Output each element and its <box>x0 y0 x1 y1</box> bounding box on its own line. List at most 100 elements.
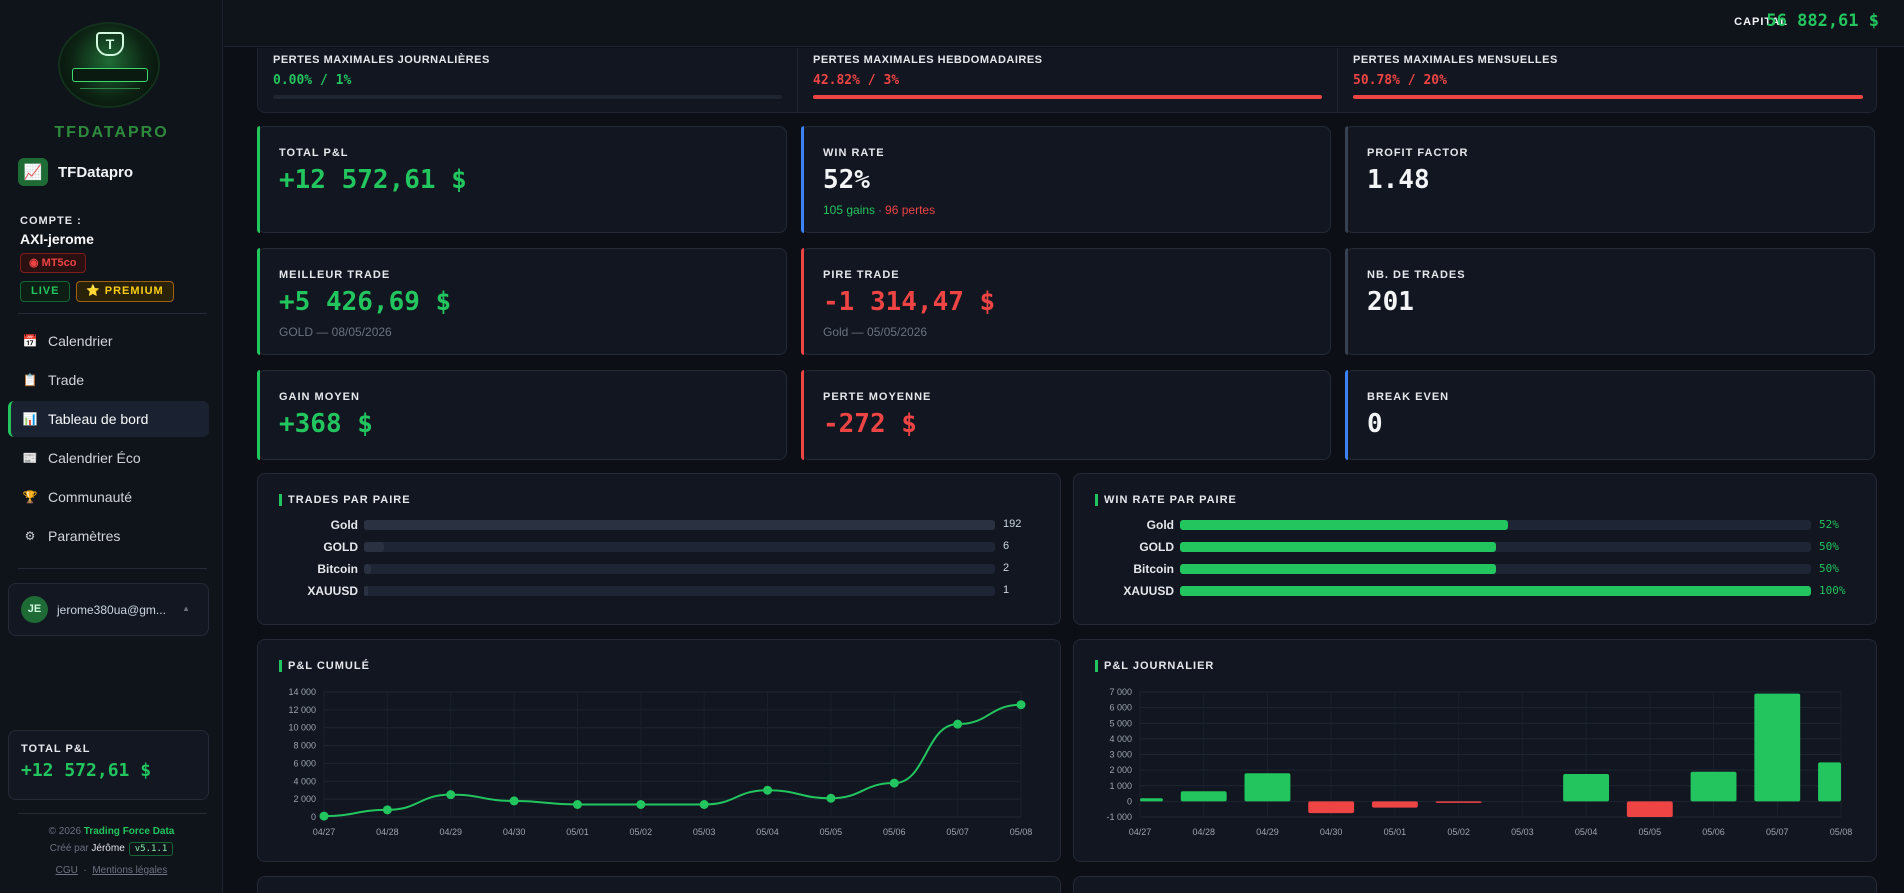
card-accent <box>801 126 804 233</box>
y-tick-label: -1 000 <box>1106 812 1132 822</box>
link-separator: · <box>83 865 87 876</box>
stat-card-7: GAIN MOYEN +368 $ <box>257 370 787 460</box>
pair-bar-fill <box>364 542 384 552</box>
data-point[interactable] <box>509 796 519 806</box>
pair-value: 50% <box>1819 540 1839 553</box>
divider <box>18 568 207 569</box>
data-point[interactable] <box>763 785 773 795</box>
sidebar-item-2[interactable]: 📋 Trade <box>8 362 209 398</box>
pair-bar-fill <box>1180 564 1496 574</box>
x-tick-label: 05/01 <box>1384 827 1407 837</box>
newspaper-icon: 📰 <box>22 451 38 465</box>
pair-value: 52% <box>1819 518 1839 531</box>
sidebar-item-5[interactable]: 🏆 Communauté <box>8 479 209 515</box>
pair-row: Bitcoin 50% <box>1074 562 1878 576</box>
daily-bar[interactable] <box>1626 801 1673 817</box>
logo-banner <box>72 68 148 82</box>
stat-label: PIRE TRADE <box>823 269 900 281</box>
cgu-link[interactable]: CGU <box>55 865 78 876</box>
daily-bar[interactable] <box>1818 762 1841 802</box>
winrate-losses: 96 pertes <box>885 203 936 217</box>
stat-card-4: MEILLEUR TRADE +5 426,69 $ GOLD — 08/05/20… <box>257 248 787 355</box>
x-tick-label: 05/06 <box>1702 827 1725 837</box>
pair-row: Gold 192 <box>258 518 1062 532</box>
daily-bar[interactable] <box>1690 771 1737 802</box>
y-tick-label: 6 000 <box>1109 703 1132 713</box>
y-tick-label: 2 000 <box>293 794 316 804</box>
daily-bar[interactable] <box>1140 798 1163 802</box>
pair-row: XAUUSD 1 <box>258 584 1062 598</box>
pair-bar-fill <box>364 586 368 596</box>
pair-bar-track <box>1180 564 1811 574</box>
sidebar-total-value: +12 572,61 $ <box>21 760 152 781</box>
data-point[interactable] <box>572 800 582 809</box>
x-tick-label: 05/07 <box>1766 827 1789 837</box>
pair-label: Bitcoin <box>317 562 358 576</box>
x-tick-label: 04/28 <box>1192 827 1215 837</box>
data-point[interactable] <box>446 790 456 800</box>
data-point[interactable] <box>319 811 329 821</box>
stat-value: +368 $ <box>279 409 373 439</box>
clipboard-icon: 📋 <box>22 373 38 387</box>
pair-row: Bitcoin 2 <box>258 562 1062 576</box>
version-badge: v5.1.1 <box>128 842 174 856</box>
panel-title: P&L CUMULÉ <box>279 660 370 672</box>
stat-value: +12 572,61 $ <box>279 165 467 195</box>
daily-bar[interactable] <box>1180 791 1227 802</box>
data-point[interactable] <box>1016 700 1026 710</box>
card-accent <box>257 248 260 355</box>
calendar-icon: 📅 <box>22 334 38 348</box>
stat-card-2: WIN RATE 52% 105 gains · 96 pertes <box>801 126 1331 233</box>
winrate-gains: 105 gains <box>823 203 876 217</box>
brand-row[interactable]: 📈 TFDatapro <box>18 158 133 186</box>
data-point[interactable] <box>699 800 709 809</box>
stat-label: MEILLEUR TRADE <box>279 269 391 281</box>
x-tick-label: 04/29 <box>439 827 462 837</box>
x-tick-label: 05/04 <box>756 827 779 837</box>
pair-bar-track <box>1180 586 1811 596</box>
loss-progress-fill <box>813 95 1322 99</box>
daily-bar[interactable] <box>1244 773 1291 802</box>
user-email: jerome380ua@gm... <box>57 602 166 617</box>
data-point[interactable] <box>826 793 836 803</box>
sidebar-item-1[interactable]: 📅 Calendrier <box>8 323 209 359</box>
daily-bar[interactable] <box>1563 774 1610 802</box>
daily-bar[interactable] <box>1371 801 1418 808</box>
x-tick-label: 05/06 <box>883 827 906 837</box>
pair-value: 2 <box>1003 562 1010 574</box>
pair-row: Gold 52% <box>1074 518 1878 532</box>
data-point[interactable] <box>636 800 646 809</box>
panel-title: WIN RATE PAR PAIRE <box>1095 494 1237 506</box>
footer-year: © 2026 <box>48 826 82 837</box>
y-tick-label: 3 000 <box>1109 750 1132 760</box>
daily-bar[interactable] <box>1754 693 1801 802</box>
data-point[interactable] <box>953 719 963 729</box>
data-point[interactable] <box>889 778 899 788</box>
pair-label: Bitcoin <box>1133 562 1174 576</box>
sidebar-item-4[interactable]: 📰 Calendrier Éco <box>8 440 209 476</box>
sidebar-item-label: Calendrier <box>48 333 113 349</box>
footer-author: Jérôme <box>91 843 125 854</box>
brand-logo[interactable]: T <box>58 22 160 108</box>
daily-bar[interactable] <box>1435 801 1482 803</box>
user-menu[interactable]: JE jerome380ua@gm... ▲ <box>8 583 209 636</box>
y-tick-label: 6 000 <box>293 758 316 768</box>
capital-label: CAPITAL <box>1734 16 1788 28</box>
panel-title: P&L JOURNALIER <box>1095 660 1214 672</box>
daily-bar[interactable] <box>1308 801 1355 814</box>
winrate-dot: · <box>878 203 883 217</box>
sidebar-item-label: Trade <box>48 372 85 388</box>
card-accent <box>801 248 804 355</box>
sidebar-item-6[interactable]: ⚙ Paramètres <box>8 518 209 554</box>
data-point[interactable] <box>382 805 392 815</box>
x-tick-label: 05/02 <box>1447 827 1470 837</box>
brand-title: TFDATAPRO <box>54 124 169 141</box>
footer-brand: Trading Force Data <box>83 826 175 837</box>
x-tick-label: 05/03 <box>693 827 716 837</box>
stat-label: PROFIT FACTOR <box>1367 147 1469 159</box>
stat-value: 201 <box>1367 287 1414 317</box>
legal-link[interactable]: Mentions légales <box>92 865 168 876</box>
y-tick-label: 4 000 <box>1109 734 1132 744</box>
y-tick-label: 14 000 <box>288 687 316 697</box>
sidebar-item-3[interactable]: 📊 Tableau de bord <box>8 401 209 437</box>
